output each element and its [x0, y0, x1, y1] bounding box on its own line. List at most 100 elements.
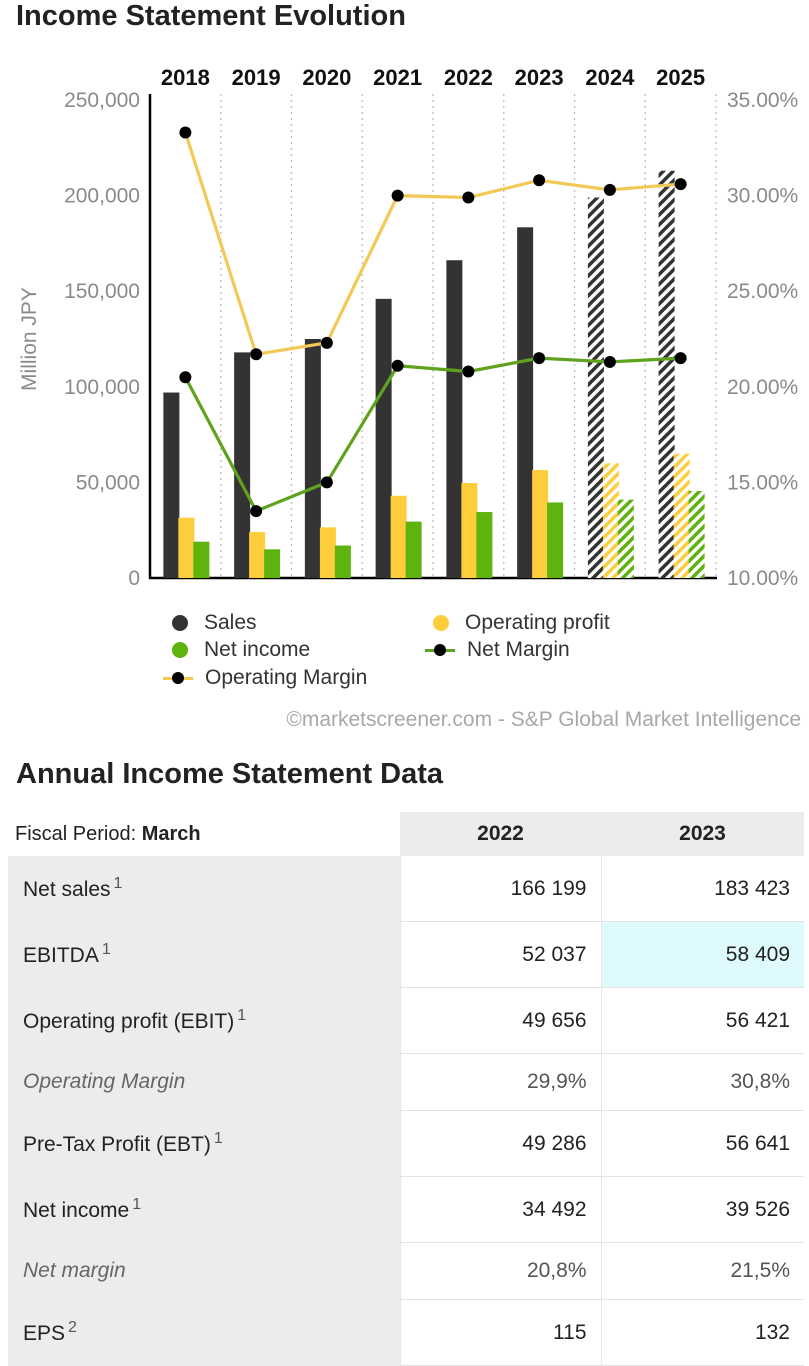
fiscal-period-label: Fiscal Period: — [15, 822, 137, 845]
income-table: Fiscal Period: March 2022 2023 Net sales… — [8, 812, 804, 1366]
value-2022: 166 199 — [399, 856, 601, 922]
y2-tick-label: 35.00% — [727, 89, 798, 112]
y-tick-label: 200,000 — [64, 185, 140, 208]
y-tick-label: 100,000 — [64, 376, 140, 399]
footnote-marker: 1 — [237, 1007, 247, 1024]
fiscal-period-cell: Fiscal Period: March — [8, 812, 400, 856]
chart-source: ©marketscreener.com - S&P Global Market … — [286, 708, 801, 731]
sales-bar — [587, 197, 604, 578]
x-category-label: 2024 — [585, 65, 635, 90]
legend-net-margin-label: Net Margin — [467, 638, 570, 661]
row-label-cell: EPS 2 — [8, 1299, 400, 1366]
legend-net-income: Net income — [172, 638, 310, 662]
legend-operating-profit: Operating profit — [433, 611, 610, 635]
legend-operating-profit-label: Operating profit — [465, 611, 610, 634]
operating-margin-point — [391, 189, 404, 202]
net-income-bar — [334, 545, 351, 578]
y2-tick-label: 25.00% — [727, 280, 798, 303]
table-row-eps: EPS 2 115 132 — [8, 1299, 804, 1366]
income-chart: 0 50,000 100,000 150,000 200,000 250,000 10.00… — [18, 65, 798, 590]
operating-margin-point — [603, 183, 616, 196]
net-income-bar — [547, 502, 564, 578]
value-2023: 56 421 — [600, 987, 804, 1054]
net-margin-point — [533, 352, 546, 365]
x-category-label: 2025 — [656, 65, 705, 90]
net-margin-point — [462, 365, 475, 378]
row-label-cell: Net income 1 — [8, 1176, 400, 1243]
row-label-cell: Operating Margin — [8, 1053, 400, 1111]
x-category-label: 2022 — [444, 65, 493, 90]
table-header-row: Fiscal Period: March 2022 2023 — [8, 812, 804, 856]
operating-profit-bar — [673, 453, 690, 578]
fiscal-period-value: March — [141, 822, 201, 845]
table-row-ebitda: EBITDA 1 52 037 58 409 — [8, 921, 804, 988]
legend-sales: Sales — [172, 611, 257, 635]
row-label: Operating profit (EBIT) — [23, 1010, 235, 1033]
y2-tick-label: 20.00% — [727, 376, 798, 399]
table-row-net-sales: Net sales 1 166 199 183 423 — [8, 856, 804, 922]
x-category-label: 2020 — [302, 65, 351, 90]
net-income-bar — [688, 491, 705, 578]
operating-margin-point — [320, 336, 333, 349]
legend-operating-margin-label: Operating Margin — [205, 666, 368, 689]
value-2023: 21,5% — [600, 1242, 804, 1300]
row-label-cell: Net sales 1 — [8, 856, 400, 922]
operating-profit-bar — [461, 483, 478, 578]
value-2022: 52 037 — [399, 921, 601, 988]
sales-bar — [234, 352, 251, 578]
y2-tick-label: 10.00% — [727, 567, 798, 590]
net-margin-point — [603, 355, 616, 368]
net-income-bar — [476, 512, 493, 578]
sales-bar — [304, 339, 321, 578]
net-margin-point — [179, 371, 192, 384]
value-2022: 49 656 — [399, 987, 601, 1054]
row-label-cell: Net margin — [8, 1242, 400, 1300]
column-header-2023: 2023 — [601, 812, 804, 856]
value-2023: 30,8% — [600, 1053, 804, 1111]
net-income-bar — [617, 499, 634, 578]
row-label: EPS — [23, 1322, 66, 1345]
x-category-label: 2018 — [161, 65, 210, 90]
legend-net-margin: Net Margin — [425, 638, 570, 662]
value-2023: 39 526 — [600, 1176, 804, 1243]
operating-margin-point — [533, 174, 546, 187]
footnote-marker: 2 — [68, 1319, 77, 1336]
footnote-marker: 1 — [132, 1196, 142, 1213]
y-tick-label: 250,000 — [64, 89, 140, 112]
value-2022: 115 — [399, 1299, 601, 1366]
value-2022: 34 492 — [399, 1176, 601, 1243]
value-2022: 20,8% — [399, 1242, 601, 1300]
legend-sales-label: Sales — [204, 611, 257, 634]
table-title: Annual Income Statement Data — [16, 758, 444, 790]
value-2023: 183 423 — [600, 856, 804, 922]
y2-tick-label: 30.00% — [727, 185, 798, 208]
sales-bar — [163, 392, 180, 578]
footnote-marker: 1 — [213, 1130, 223, 1147]
sales-bar — [658, 170, 675, 578]
row-label: Net sales — [23, 878, 111, 902]
operating-profit-bar — [602, 463, 619, 578]
operating-margin-line — [183, 132, 681, 356]
operating-margin-point — [179, 126, 192, 139]
row-label-cell: Operating profit (EBIT) 1 — [8, 987, 400, 1054]
y-axis-title: Million JPY — [18, 287, 41, 391]
column-header-2022: 2022 — [400, 812, 601, 856]
value-2023: 56 641 — [600, 1110, 804, 1177]
y-tick-label: 150,000 — [64, 280, 140, 303]
table-row-net-income: Net income 1 34 492 39 526 — [8, 1176, 804, 1243]
footnote-marker: 1 — [113, 875, 123, 893]
value-2023: 132 — [600, 1299, 804, 1366]
row-label: Operating Margin — [23, 1070, 186, 1093]
operating-margin-point — [462, 191, 475, 204]
net-income-legend-dot-icon — [172, 642, 188, 658]
net-margin-legend-line-icon — [425, 644, 455, 656]
table-row-operating-profit: Operating profit (EBIT) 1 49 656 56 421 — [8, 987, 804, 1054]
table-row-net-margin: Net margin 20,8% 21,5% — [8, 1242, 804, 1300]
sales-bar — [446, 260, 463, 578]
sales-bar — [375, 298, 392, 578]
table-row-pre-tax-profit: Pre-Tax Profit (EBT) 1 49 286 56 641 — [8, 1110, 804, 1177]
operating-margin-legend-line-icon — [163, 672, 193, 684]
operating-profit-bar — [532, 470, 549, 578]
legend-operating-margin: Operating Margin — [163, 666, 367, 690]
operating-profit-bar — [390, 495, 407, 578]
